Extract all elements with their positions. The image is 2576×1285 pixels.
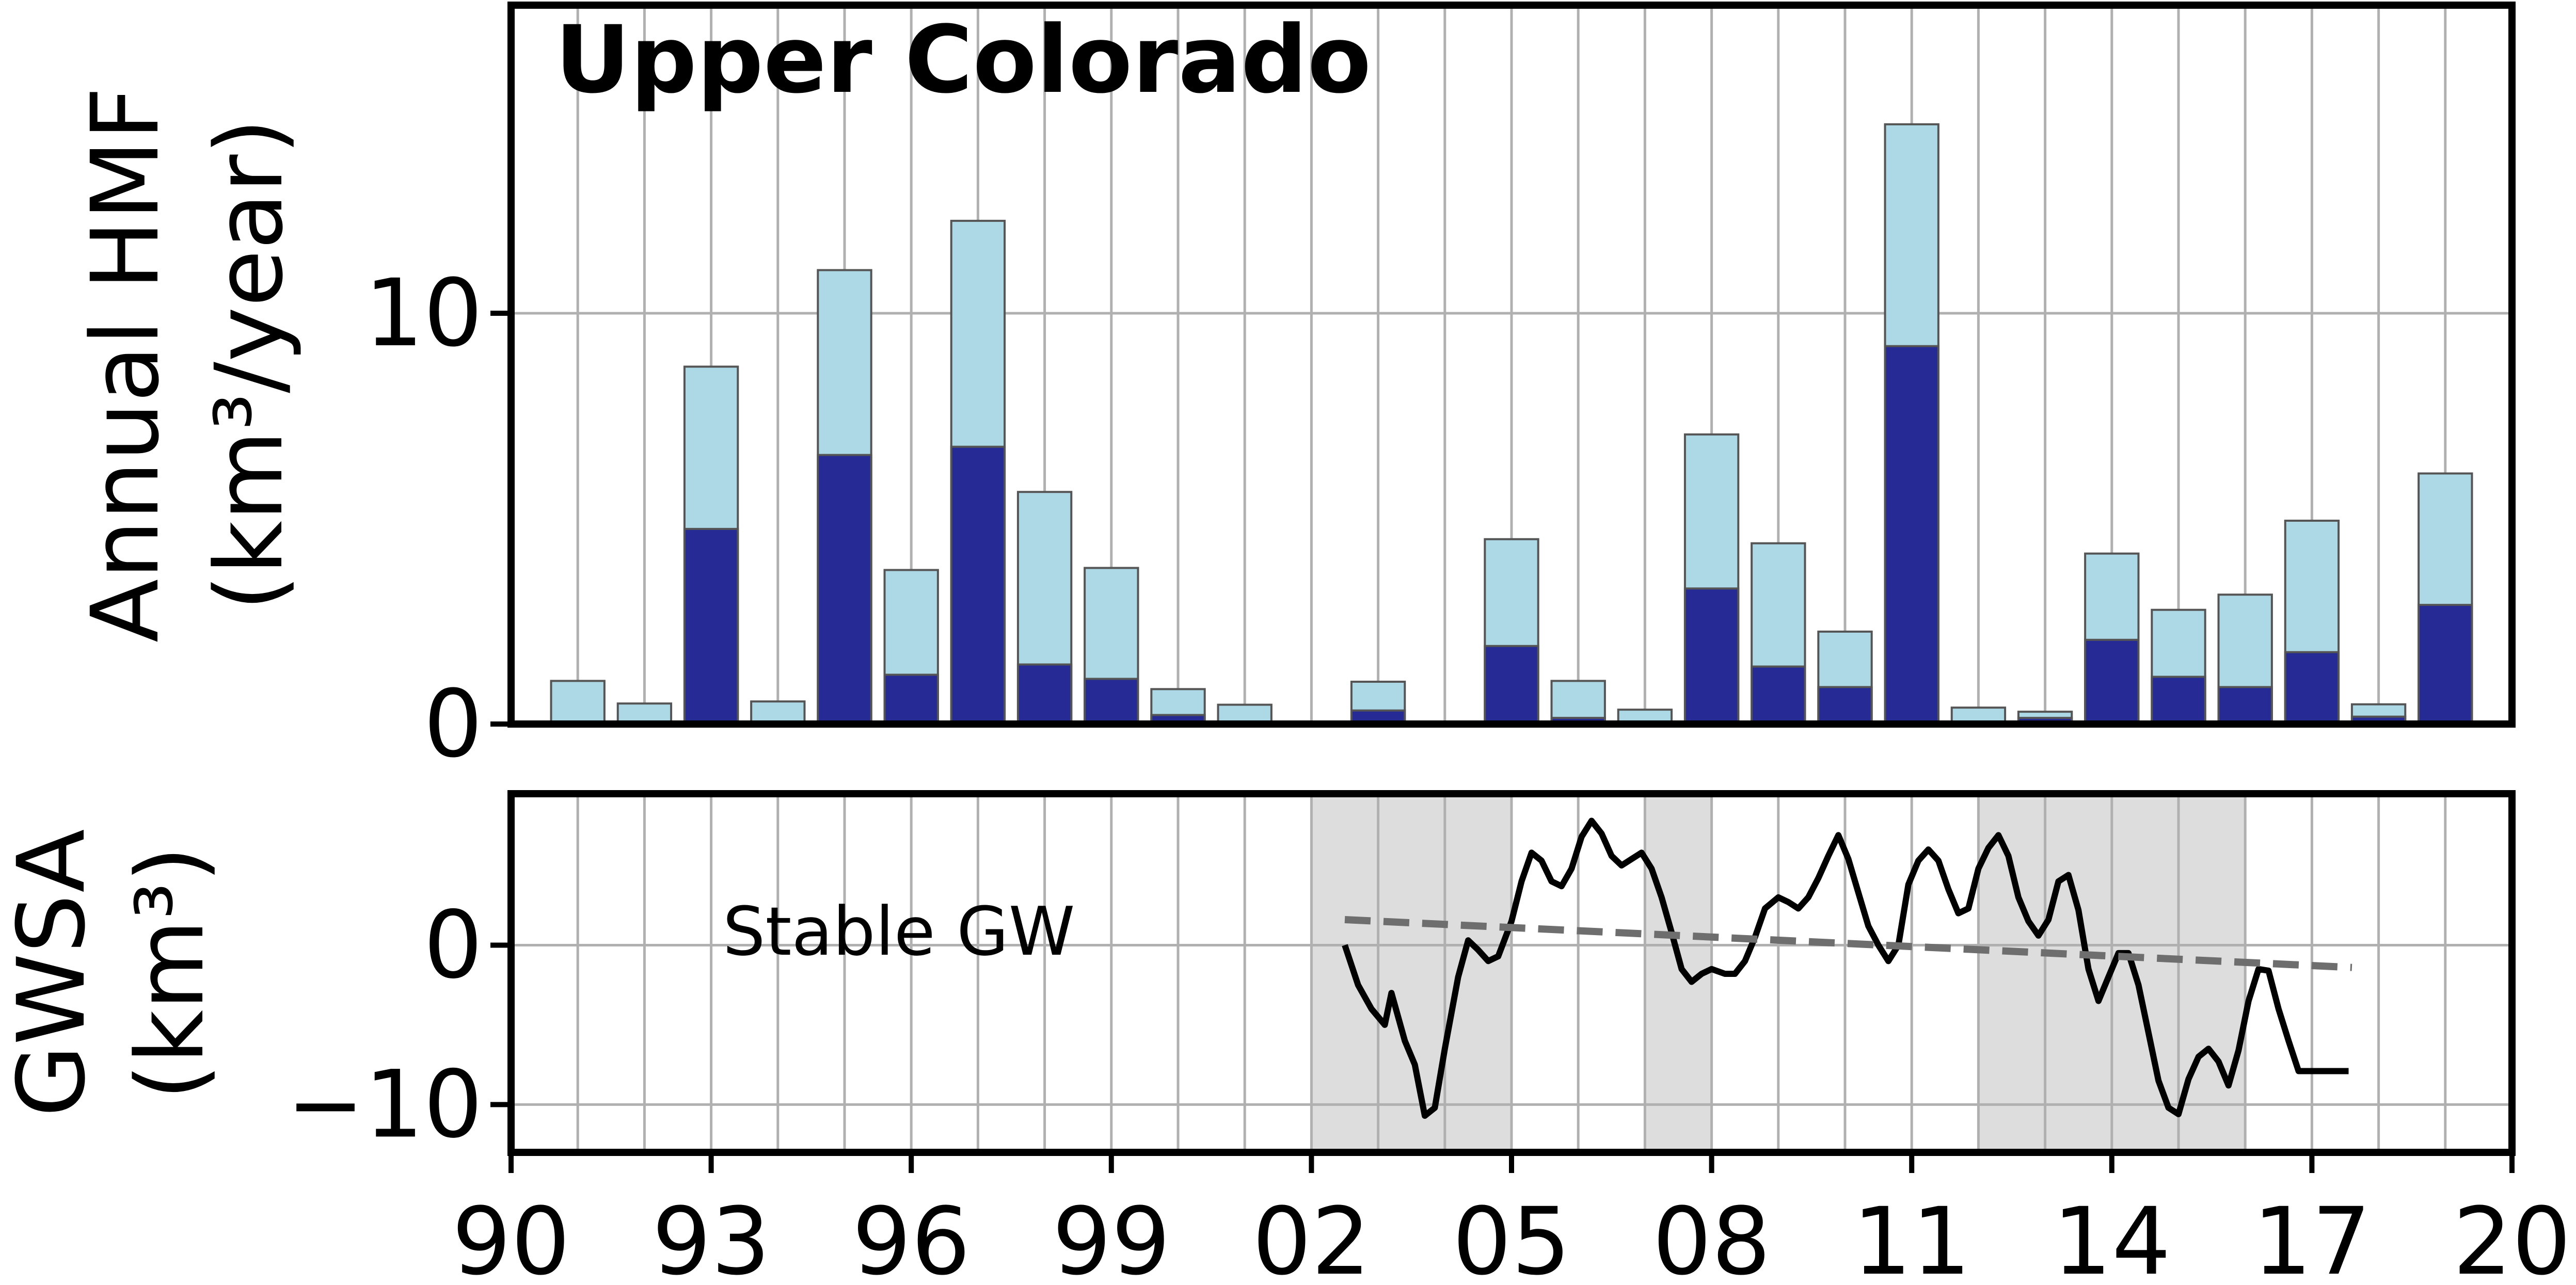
top-plot-frame xyxy=(507,2,2516,728)
bar-portion xyxy=(1484,645,1539,726)
bar-portion xyxy=(1751,665,1806,726)
stable-gw-annotation: Stable GW xyxy=(723,892,1075,971)
bar-portion xyxy=(950,445,1006,725)
bottom-ytick-label: 0 xyxy=(423,891,483,999)
bar-portion xyxy=(683,527,739,726)
bar-portion xyxy=(2217,686,2273,725)
bottom-plot-frame xyxy=(507,790,2516,1156)
xtick-label: 17 xyxy=(2253,1188,2371,1285)
bottom-y-axis-title-line2: (km³) xyxy=(117,846,225,1100)
bar-portion xyxy=(1683,587,1740,725)
bar-portion xyxy=(1084,678,1139,725)
panel-title: Upper Colorado xyxy=(555,6,1371,114)
bottom-ytick-label: −10 xyxy=(287,1051,483,1159)
xtick-label: 05 xyxy=(1452,1188,1570,1285)
gwsa-panel: −100 90 93 96 99 02 05 08 11 14 17 20 Stable GW GW… xyxy=(0,790,2571,1285)
bar-portion xyxy=(1884,345,1939,725)
top-y-axis-title-line1: Annual HMF xyxy=(72,87,180,642)
bottom-y-axis-title: GWSA (km³) xyxy=(0,829,225,1117)
bar-portion xyxy=(2418,604,2473,726)
top-ytick-label: 0 xyxy=(423,670,483,778)
bar-portion xyxy=(2084,638,2140,725)
xtick-label: 93 xyxy=(652,1188,770,1285)
bar-portion xyxy=(1016,663,1073,725)
bar-total xyxy=(550,680,606,726)
xtick-label: 20 xyxy=(2453,1188,2571,1285)
xtick-label: 14 xyxy=(2053,1188,2171,1285)
trend-line xyxy=(1344,916,2352,971)
bottom-yticks: −100 xyxy=(287,891,511,1159)
bottom-grid xyxy=(511,794,2512,1152)
bar-portion xyxy=(2284,651,2340,725)
xtick-label: 99 xyxy=(1052,1188,1170,1285)
top-y-axis-title-line2: (km³/year) xyxy=(196,118,304,611)
gwsa-series-line xyxy=(1342,817,2349,1119)
bar-portion xyxy=(883,673,939,725)
bottom-y-axis-title-line1: GWSA xyxy=(0,829,106,1117)
bar-total xyxy=(750,700,806,725)
bar-portion xyxy=(1817,686,1873,725)
annual-hmf-panel: 0 10 Upper Colorado Annual HMF (km³/year) xyxy=(72,2,2516,778)
xtick-label: 11 xyxy=(1853,1188,1971,1285)
top-yticks: 0 10 xyxy=(364,260,511,778)
xtick-label: 90 xyxy=(452,1188,570,1285)
bottom-xticks: 90 93 96 99 02 05 08 11 14 17 20 xyxy=(452,1152,2571,1285)
bar-portion xyxy=(817,454,872,725)
bottom-lines xyxy=(1342,817,2352,1119)
top-y-axis-title: Annual HMF (km³/year) xyxy=(72,87,304,642)
shaded-period xyxy=(1311,794,1512,1152)
xtick-label: 02 xyxy=(1252,1188,1371,1285)
top-ytick-label: 10 xyxy=(364,260,483,367)
bar-portion xyxy=(2151,676,2206,725)
xtick-label: 96 xyxy=(852,1188,971,1285)
xtick-label: 08 xyxy=(1652,1188,1771,1285)
top-bars xyxy=(550,123,2473,726)
